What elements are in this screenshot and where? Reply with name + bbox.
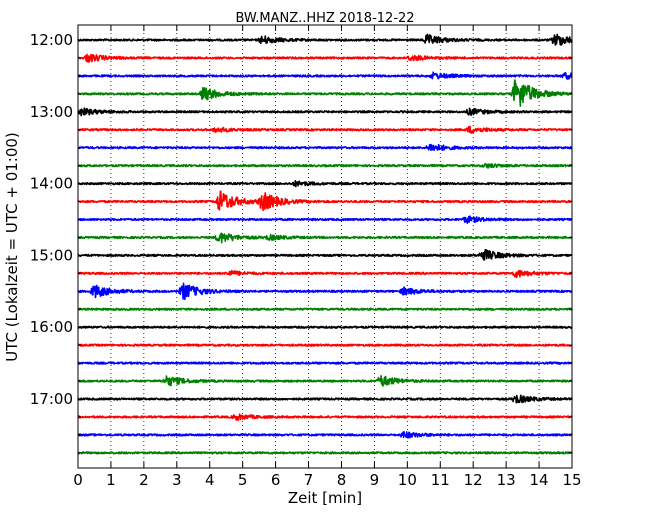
grid-lines: [110, 25, 540, 468]
trace-line: [77, 190, 573, 212]
y-tick-label: 14:00: [30, 175, 73, 193]
x-tick-label: 5: [238, 471, 248, 489]
trace-line: [77, 143, 573, 152]
plot-frame: [77, 24, 573, 469]
y-tick-labels: 12:00 13:00 14:00 15:00 16:00 17:00: [30, 31, 73, 408]
y-tick-label: 15:00: [30, 246, 73, 264]
trace-line: [77, 125, 573, 134]
trace-line: [77, 374, 573, 387]
y-tick-label: 12:00: [30, 31, 73, 49]
x-axis-label: Zeit [min]: [288, 489, 362, 507]
x-tick-label: 9: [370, 471, 380, 489]
trace-line: [77, 343, 573, 347]
x-tick-label: 8: [337, 471, 347, 489]
x-tick-label: 4: [205, 471, 215, 489]
x-tick-label: 1: [106, 471, 116, 489]
y-axis-label: UTC (Lokalzeit = UTC + 01:00): [3, 132, 21, 362]
trace-line: [77, 180, 573, 188]
trace-line: [77, 361, 573, 365]
trace-line: [77, 232, 573, 244]
trace-line: [77, 307, 573, 311]
x-tick-label: 14: [530, 471, 549, 489]
trace-line: [77, 33, 573, 46]
trace-line: [77, 451, 573, 455]
x-tick-label: 13: [497, 471, 516, 489]
trace-line: [77, 107, 573, 117]
trace-line: [77, 163, 573, 169]
trace-line: [77, 394, 573, 404]
x-tick-label: 6: [271, 471, 281, 489]
chart-title: BW.MANZ..HHZ 2018-12-22: [235, 11, 414, 26]
trace-line: [77, 53, 573, 63]
seismic-traces: [77, 33, 573, 455]
y-tick-label: 13:00: [30, 103, 73, 121]
trace-line: [77, 79, 573, 107]
x-tick-label: 15: [562, 471, 581, 489]
axis-ticks: [77, 25, 573, 468]
trace-line: [77, 282, 573, 301]
x-tick-label: 12: [464, 471, 483, 489]
y-tick-label: 17:00: [30, 390, 73, 408]
x-tick-label: 11: [431, 471, 450, 489]
x-tick-label: 0: [73, 471, 83, 489]
trace-line: [77, 249, 573, 261]
trace-line: [77, 269, 573, 279]
x-tick-label: 7: [304, 471, 314, 489]
trace-line: [77, 215, 573, 224]
x-tick-label: 10: [398, 471, 417, 489]
trace-line: [77, 430, 573, 439]
trace-line: [77, 325, 573, 329]
y-tick-label: 16:00: [30, 318, 73, 336]
x-tick-labels: 0 1 2 3 4 5 6 7 8 9 10 11 12 13 14 15: [73, 471, 581, 489]
trace-line: [77, 71, 573, 80]
x-tick-label: 3: [172, 471, 182, 489]
x-tick-label: 2: [139, 471, 149, 489]
trace-line: [77, 413, 573, 421]
